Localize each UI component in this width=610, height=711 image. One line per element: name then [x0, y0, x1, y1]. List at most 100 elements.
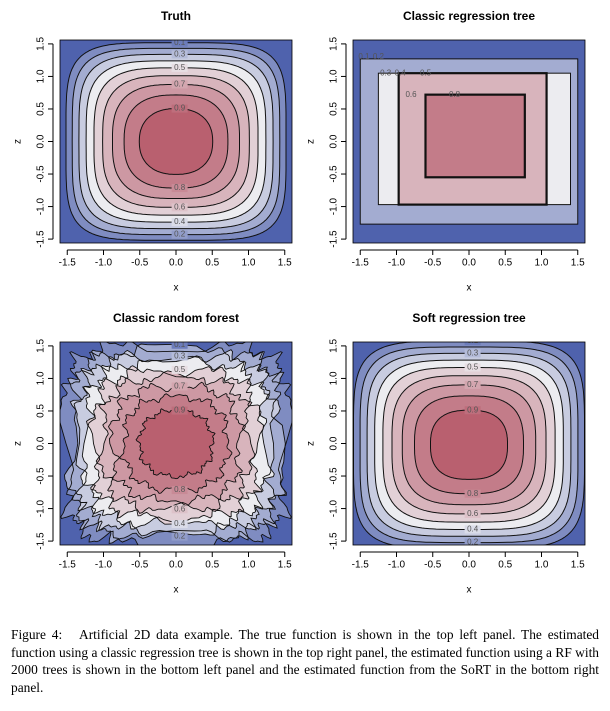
contour-line: [80, 355, 275, 530]
y-axis-label: z: [13, 441, 24, 446]
contour-label: 0.5: [174, 365, 186, 374]
contour-line: [78, 53, 274, 230]
contour-label-bg: [464, 525, 481, 534]
x-tick-label: -1.5: [59, 560, 77, 571]
contour-label-bg: [171, 230, 188, 239]
x-tick-label: -0.5: [131, 258, 149, 269]
contour-label: 0.7: [174, 382, 186, 391]
contour-label: 0.5: [420, 68, 432, 77]
panel-title: Soft regression tree: [412, 311, 526, 325]
contour-line: [123, 94, 229, 189]
caption-text: Artificial 2D data example. The true fun…: [11, 627, 600, 695]
contour-line: [374, 359, 564, 530]
contour-label: 0.6: [405, 90, 417, 99]
y-tick-label: 1.5: [36, 37, 47, 51]
x-tick-label: -0.5: [424, 560, 442, 571]
contour-line: [85, 365, 264, 525]
panel: Classic random forest0.10.20.30.40.50.60…: [13, 311, 293, 596]
x-axis-label: x: [174, 585, 179, 596]
contour-label: 0.8: [174, 485, 186, 494]
y-tick-label: 1.5: [329, 37, 340, 51]
y-tick-label: 1.0: [329, 371, 340, 385]
contour-label: 0.5: [467, 363, 479, 372]
x-tick-label: -1.5: [352, 560, 370, 571]
contour-line: [401, 384, 537, 506]
x-tick-label: 0.0: [169, 258, 183, 269]
contour-label-bg: [171, 532, 188, 541]
y-tick-label: 0.0: [36, 436, 47, 450]
contour-label-bg: [464, 349, 481, 358]
contour-line: [69, 349, 281, 537]
y-axis-label: z: [13, 139, 24, 144]
contour-label: 0.8: [174, 183, 186, 192]
x-tick-label: 0.5: [498, 258, 512, 269]
panel-title: Classic random forest: [113, 311, 239, 325]
contour-label-bg: [171, 520, 188, 529]
contour-label: 0.2: [373, 52, 385, 61]
contour-label-bg: [171, 486, 188, 495]
x-tick-label: -0.5: [131, 560, 149, 571]
y-tick-label: -1.5: [329, 532, 340, 550]
contour-label: 0.7: [467, 380, 479, 389]
contour-line: [353, 342, 585, 545]
plot-area: 0.1 0.2 0.3 0.4 0.5 0.6 0.7 0.8 0.9: [60, 40, 292, 243]
contour-band: [430, 410, 508, 480]
contour-label: 0.4: [174, 519, 186, 528]
contour-label-bg: [171, 352, 188, 361]
contour-line: [430, 409, 508, 480]
x-tick-label: 1.5: [278, 258, 292, 269]
y-tick-label: 0.0: [36, 134, 47, 148]
figure: Truth 0.1 0.2 0.3 0.4 0.5 0.6 0.7 0.8 0.9 -1.5 -1.0…: [13, 9, 586, 596]
plot-area: 0.1 0.2 0.3 0.4 0.5 0.6 0.7 0.8 0.9: [60, 342, 292, 545]
contour-label: 0.3: [380, 68, 392, 77]
contour-label: 0.4: [174, 217, 186, 226]
y-tick-label: 0.5: [329, 102, 340, 116]
x-tick-label: -1.5: [352, 258, 370, 269]
y-tick-label: -0.5: [329, 165, 340, 183]
contour-label-bg: [171, 505, 188, 514]
contour-label-bg: [171, 342, 188, 349]
contour-line: [391, 375, 547, 515]
x-tick-label: 1.0: [535, 258, 549, 269]
contour-label: 0.1: [467, 336, 479, 345]
y-tick-label: 1.5: [329, 339, 340, 353]
plot-frame: [59, 39, 293, 244]
contour-line: [71, 47, 281, 236]
contour-label: 0.3: [467, 348, 479, 357]
y-tick-label: 1.5: [36, 339, 47, 353]
contour-line: [93, 67, 259, 216]
y-tick-label: -1.0: [36, 198, 47, 216]
contour-label: 0.3: [174, 50, 186, 59]
y-tick-label: -1.0: [329, 500, 340, 518]
contour-label-bg: [171, 50, 188, 59]
contour-line: [112, 84, 240, 199]
contour-label-bg: [464, 380, 481, 389]
contour-label-bg: [171, 406, 188, 415]
contour-label: 0.2: [467, 538, 479, 547]
x-tick-label: -1.0: [388, 560, 406, 571]
contour-label: 0.8: [467, 489, 479, 498]
plot-frame: [352, 341, 586, 546]
plot-area: 0.1 0.2 0.3 0.4 0.5 0.6 0.8: [353, 40, 585, 243]
contour-label: 0.6: [174, 504, 186, 513]
contour-label-bg: [171, 184, 188, 193]
contour-label-bg: [171, 63, 188, 72]
panel-title: Truth: [161, 9, 191, 23]
contour-label: 0.5: [174, 63, 186, 72]
contour-label: 0.8: [449, 90, 461, 99]
y-tick-label: 0.5: [36, 404, 47, 418]
x-tick-label: -1.0: [388, 258, 406, 269]
contour-label: 0.2: [174, 532, 186, 541]
y-tick-label: -1.0: [329, 198, 340, 216]
x-tick-label: 0.0: [462, 258, 476, 269]
x-tick-label: 0.0: [462, 560, 476, 571]
contour-label: 0.4: [467, 525, 479, 534]
x-axis-label: x: [174, 283, 179, 294]
x-tick-label: 1.0: [242, 258, 256, 269]
contour-line: [119, 393, 233, 494]
x-tick-label: 0.5: [205, 258, 219, 269]
tree-region: [424, 93, 526, 179]
x-axis-label: x: [467, 283, 472, 294]
contour-label: 0.9: [174, 406, 186, 415]
y-tick-label: -1.5: [329, 230, 340, 248]
